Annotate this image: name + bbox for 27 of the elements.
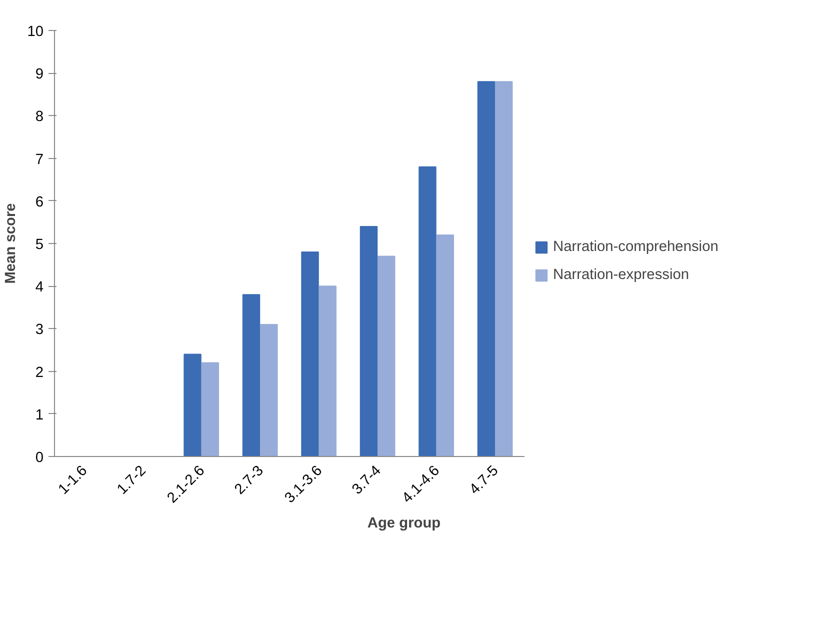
y-tick-label: 5 — [35, 237, 44, 253]
bar — [378, 256, 396, 456]
y-tick-label: 3 — [35, 322, 44, 338]
bar — [260, 324, 278, 456]
bar — [201, 362, 220, 456]
bar — [418, 166, 436, 456]
bar — [301, 252, 319, 456]
y-tick-label: 9 — [35, 66, 44, 83]
y-tick-label: 2 — [35, 364, 44, 381]
bar — [360, 226, 378, 456]
bar — [494, 81, 513, 456]
y-axis-title: Mean score — [3, 203, 20, 284]
y-tick-label: 0 — [35, 450, 44, 466]
y-tick-label: 8 — [35, 109, 44, 126]
y-tick-label: 4 — [35, 280, 44, 296]
bar — [318, 286, 337, 456]
legend-label: Narration-comprehension — [553, 239, 718, 255]
bar — [436, 234, 454, 456]
x-axis-title: Age group — [367, 516, 441, 532]
y-tick-label: 1 — [35, 407, 44, 424]
y-tick-label: 10 — [27, 24, 44, 40]
bar — [477, 81, 496, 456]
y-tick-label: 6 — [35, 194, 44, 210]
bar — [184, 354, 202, 456]
legend-label: Narration-expression — [553, 267, 690, 283]
bar — [242, 294, 260, 456]
y-tick-label: 7 — [35, 152, 44, 168]
